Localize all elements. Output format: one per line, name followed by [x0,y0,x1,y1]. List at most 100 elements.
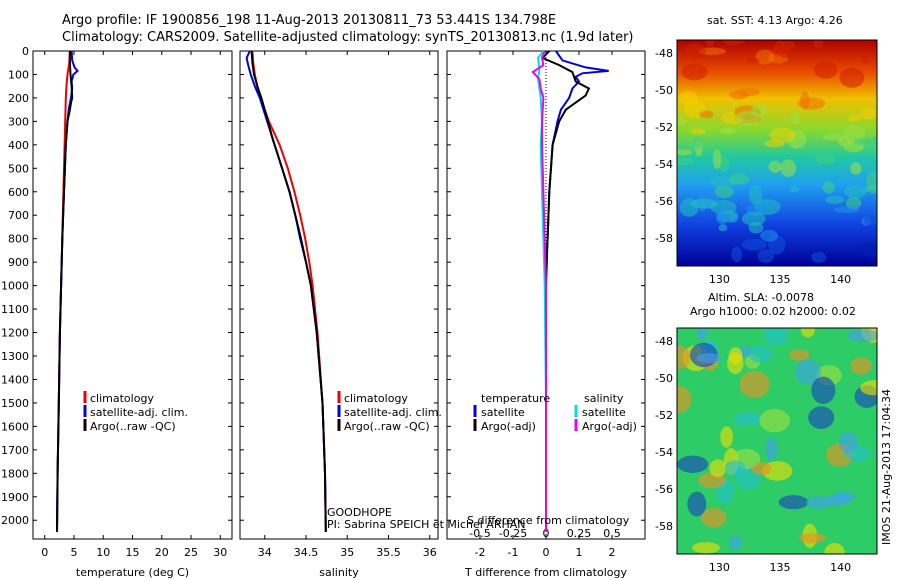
salinity-panel-frame [239,50,439,540]
sla-field-patch [729,534,742,551]
sst-texture [677,40,877,263]
top-x-tick-label: 0 [543,527,550,540]
sla-field-patch [824,543,845,554]
sla-field-patch [778,495,809,510]
map-y-tick-label: -52 [655,409,673,422]
sst-field-patch [679,91,698,105]
sst-field-patch [848,114,862,122]
sst-field-patch [845,196,862,210]
timestamp-watermark: IMOS 21-Aug-2013 17:04:34 [880,389,893,545]
x-axis-label: salinity [319,566,359,579]
y-tick-label: 800 [8,233,29,246]
legend-label-satellite-adj: satellite-adj. clim. [344,406,442,419]
sst-field-patch [860,56,871,65]
sst-field-patch [863,215,877,226]
sla-field-patch [724,460,746,476]
sla-field-patch [677,345,691,370]
x-tick-label: 0 [41,546,48,559]
sla-field-patch [765,437,778,461]
sst-field-patch [843,185,867,199]
sst-field-patch [722,40,746,46]
sst-field-patch [677,117,687,125]
legend-label-argo: Argo(..raw -QC) [90,420,176,433]
x-tick-label: -1 [508,546,519,559]
sst-field-patch [789,186,800,193]
sst-field-patch [714,185,734,199]
sla-map [677,328,877,554]
sla-field-patch [811,376,836,404]
sst-field-patch [677,157,694,166]
x-tick-label: 1 [576,546,583,559]
y-tick-label: 1000 [1,280,29,293]
sst-field-patch [728,173,750,185]
x-tick-label: 25 [184,546,198,559]
legend-label-s-satellite: satellite [582,406,626,419]
map-y-tick-label: -58 [655,232,673,245]
x-tick-label: 30 [213,546,227,559]
sla-field-patch [759,409,791,433]
sla-field-patch [751,462,772,476]
sst-field-patch [741,211,766,226]
salinity-legend: climatology satellite-adj. clim. Argo(..… [337,391,442,433]
sst-field-patch [718,224,728,232]
sla-field-patch [847,329,877,343]
y-tick-label: 1200 [1,327,29,340]
sst-field-patch [699,110,714,119]
y-tick-label: 1800 [1,467,29,480]
sla-field-patch [696,353,722,364]
goodhope-label: GOODHOPE [327,506,392,519]
x-axis-label: temperature (deg C) [76,566,189,579]
top-x-tick-label: -0.5 [469,527,490,540]
x-tick-label: 34 [258,546,272,559]
sla-field-patch [692,542,721,554]
sst-field-patch [690,128,706,135]
sla-field-patch [709,459,727,478]
sst-field-patch [768,160,782,173]
y-tick-label: 2000 [1,514,29,527]
sst-field-patch [853,138,871,146]
map-x-tick-label: 135 [770,561,791,574]
figure-title-line2: Climatology: CARS2009. Satellite-adjuste… [62,30,634,45]
sst-field-patch [750,103,769,118]
figure-title-line1: Argo profile: IF 1900856_198 11-Aug-2013… [62,13,556,28]
y-tick-label: 1300 [1,350,29,363]
sst-field-patch [800,91,810,110]
y-tick-label: 0 [22,45,29,58]
legend-label-climatology: climatology [90,392,154,405]
x-tick-label: 35 [340,546,354,559]
sst-field-patch [705,40,715,47]
sla-map-subtitle: Argo h1000: 0.02 h2000: 0.02 [690,305,856,318]
legend-label-satellite-adj: satellite-adj. clim. [90,406,188,419]
sla-field-patch [727,352,744,375]
sla-field-patch [700,507,727,528]
sst-field-patch [822,133,846,141]
series-argo-raw-qc [250,50,327,533]
series-t-argo-adj [540,50,591,532]
series-layer [56,50,609,533]
y-tick-label: 100 [8,68,29,81]
y-tick-label: 400 [8,139,29,152]
map-y-tick-label: -52 [655,121,673,134]
sla-field-patch [748,345,773,363]
sst-field-patch [843,125,866,143]
sst-field-patch [813,40,824,49]
temperature-panel-frame [32,50,233,540]
map-y-tick-label: -56 [655,483,673,496]
sla-field-patch [850,357,872,375]
s-difference-axis-label: S difference from climatology [467,514,630,527]
y-tick-label: 500 [8,162,29,175]
sst-map-frame [676,39,878,267]
sst-field-patch [850,162,862,175]
sst-field-patch [833,206,860,213]
sla-field-patch [733,412,763,427]
sla-map-frame [676,327,878,555]
sst-field-patch [859,241,877,257]
series-t-satellite [545,50,609,532]
sla-field-patch [696,328,708,341]
sst-field-patch [719,127,735,135]
sst-field-patch [681,63,708,81]
x-tick-label: 10 [96,546,110,559]
x-tick-label: 34.5 [294,546,319,559]
sst-field-patch [686,52,701,59]
